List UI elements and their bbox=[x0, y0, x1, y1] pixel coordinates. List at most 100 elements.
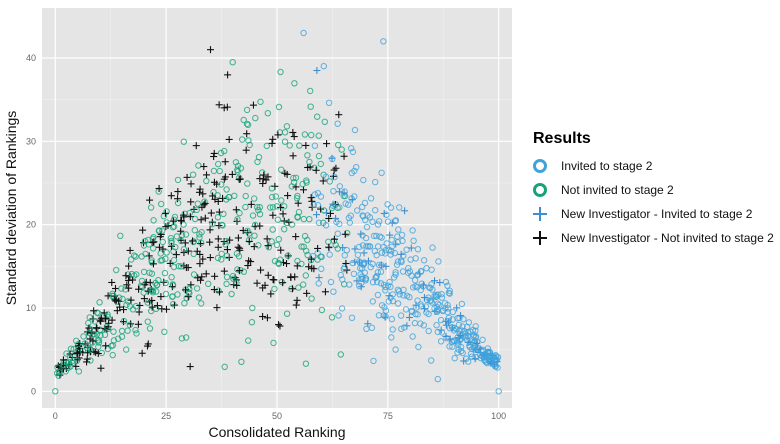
data-point bbox=[394, 239, 401, 246]
data-point bbox=[321, 118, 328, 126]
data-point bbox=[163, 249, 170, 256]
data-point bbox=[443, 335, 450, 342]
data-point bbox=[332, 241, 339, 249]
x-tick-label: 0 bbox=[53, 411, 58, 421]
data-point bbox=[140, 268, 148, 276]
data-point bbox=[428, 281, 435, 288]
data-point bbox=[197, 216, 205, 224]
data-point bbox=[180, 221, 187, 228]
data-point bbox=[434, 300, 442, 307]
data-point bbox=[268, 139, 276, 147]
data-point bbox=[145, 241, 153, 248]
data-point bbox=[339, 276, 346, 283]
data-point bbox=[206, 46, 214, 54]
data-point bbox=[323, 209, 331, 217]
data-point bbox=[276, 322, 284, 330]
data-point bbox=[314, 244, 322, 252]
data-point bbox=[409, 333, 416, 340]
data-point bbox=[148, 257, 155, 264]
y-tick-label: 10 bbox=[26, 303, 36, 313]
data-point bbox=[330, 166, 338, 174]
legend: Results Invited to stage 2 Not invited t… bbox=[533, 130, 774, 245]
data-point bbox=[132, 326, 139, 334]
data-point bbox=[354, 207, 361, 214]
data-point bbox=[438, 294, 446, 301]
data-point bbox=[308, 197, 316, 205]
data-point bbox=[104, 313, 111, 320]
data-point bbox=[214, 254, 222, 262]
data-point bbox=[407, 244, 415, 252]
data-point bbox=[59, 356, 67, 364]
data-point bbox=[147, 204, 155, 211]
data-point bbox=[264, 242, 272, 250]
data-point bbox=[401, 207, 409, 215]
data-point bbox=[292, 301, 300, 309]
data-point bbox=[196, 260, 204, 268]
data-point bbox=[235, 267, 243, 275]
data-point bbox=[471, 355, 479, 363]
data-point bbox=[171, 213, 179, 221]
data-point bbox=[423, 265, 430, 272]
data-point bbox=[281, 138, 289, 145]
data-point bbox=[307, 255, 315, 263]
data-point bbox=[275, 236, 282, 243]
data-point bbox=[172, 251, 180, 259]
data-point bbox=[349, 259, 356, 267]
data-point bbox=[267, 290, 275, 298]
data-point bbox=[421, 305, 429, 313]
data-point bbox=[202, 270, 210, 278]
data-point bbox=[186, 290, 193, 297]
data-point bbox=[360, 213, 367, 220]
data-point bbox=[256, 211, 264, 218]
data-point bbox=[290, 133, 298, 141]
data-point bbox=[156, 233, 164, 241]
data-point bbox=[358, 275, 365, 282]
data-point bbox=[220, 210, 227, 218]
data-point bbox=[277, 203, 285, 211]
data-point bbox=[289, 128, 297, 136]
data-point bbox=[196, 231, 203, 238]
data-point bbox=[109, 351, 116, 359]
data-point bbox=[446, 290, 453, 297]
data-points bbox=[52, 29, 502, 395]
data-point bbox=[138, 277, 146, 285]
data-point bbox=[148, 307, 155, 315]
data-point bbox=[382, 287, 389, 294]
data-point bbox=[325, 215, 333, 223]
data-point bbox=[394, 258, 402, 265]
data-point bbox=[228, 290, 235, 298]
data-point bbox=[387, 283, 394, 290]
data-point bbox=[206, 238, 214, 246]
data-point bbox=[149, 289, 157, 296]
data-point bbox=[374, 221, 382, 228]
data-point bbox=[392, 346, 399, 353]
data-point bbox=[353, 164, 360, 171]
data-point bbox=[200, 163, 208, 171]
data-point bbox=[240, 268, 248, 275]
data-point bbox=[167, 242, 175, 250]
data-point bbox=[320, 62, 327, 70]
data-point bbox=[167, 235, 175, 242]
data-point bbox=[146, 325, 154, 332]
data-point bbox=[239, 226, 247, 234]
data-point bbox=[389, 326, 396, 333]
data-point bbox=[220, 267, 228, 275]
data-point bbox=[263, 314, 271, 322]
data-point bbox=[472, 334, 479, 341]
data-point bbox=[245, 230, 253, 237]
data-point bbox=[178, 237, 185, 245]
data-point bbox=[264, 271, 272, 279]
data-point bbox=[163, 208, 170, 215]
data-point bbox=[383, 240, 390, 247]
data-point bbox=[193, 206, 200, 214]
data-point bbox=[142, 250, 149, 258]
data-point bbox=[196, 185, 204, 193]
data-point bbox=[95, 343, 102, 350]
data-point bbox=[283, 310, 291, 317]
data-point bbox=[315, 152, 323, 160]
data-point bbox=[73, 350, 81, 358]
data-point bbox=[157, 293, 165, 301]
data-point bbox=[189, 237, 197, 245]
data-point bbox=[198, 239, 205, 247]
